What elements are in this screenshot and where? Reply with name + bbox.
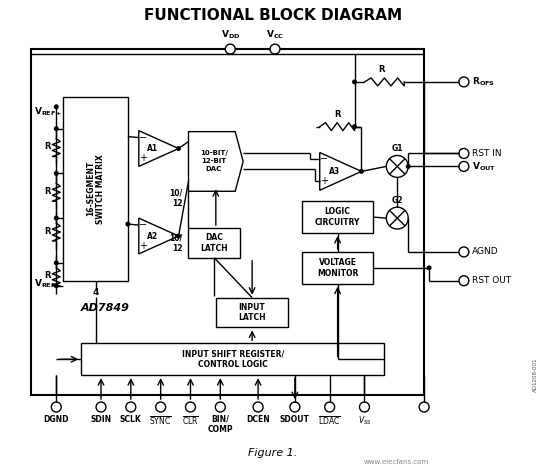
Text: VOLTAGE
MONITOR: VOLTAGE MONITOR	[317, 258, 358, 278]
Text: DCEN: DCEN	[246, 415, 270, 424]
Circle shape	[54, 283, 59, 288]
Text: AD7849: AD7849	[81, 303, 130, 313]
Text: 12-BIT: 12-BIT	[201, 159, 227, 164]
Circle shape	[96, 402, 106, 412]
Text: Figure 1.: Figure 1.	[248, 448, 298, 458]
Text: RST IN: RST IN	[472, 149, 501, 158]
Text: $\mathbf{V_{CC}}$: $\mathbf{V_{CC}}$	[266, 29, 284, 41]
Circle shape	[459, 276, 469, 286]
Text: A1: A1	[147, 144, 158, 153]
Text: $\mathbf{V_{REF-}}$: $\mathbf{V_{REF-}}$	[34, 278, 63, 290]
Text: −: −	[139, 220, 147, 230]
Circle shape	[225, 44, 235, 54]
Text: A2: A2	[147, 231, 158, 240]
Text: $\mathbf{V_{REF+}}$: $\mathbf{V_{REF+}}$	[34, 106, 63, 118]
Circle shape	[459, 149, 469, 159]
Text: 10/
12: 10/ 12	[169, 188, 182, 208]
Circle shape	[156, 402, 165, 412]
Text: INPUT SHIFT REGISTER/
CONTROL LOGIC: INPUT SHIFT REGISTER/ CONTROL LOGIC	[182, 349, 284, 369]
Text: DGND: DGND	[44, 415, 69, 424]
Circle shape	[459, 77, 469, 87]
Circle shape	[215, 402, 225, 412]
Circle shape	[51, 402, 61, 412]
Text: G1: G1	[391, 145, 403, 153]
Circle shape	[270, 44, 280, 54]
Circle shape	[54, 104, 59, 109]
Text: −: −	[319, 154, 328, 165]
Circle shape	[459, 247, 469, 257]
Bar	[32, 49, 424, 395]
Text: 10/
12: 10/ 12	[169, 233, 182, 253]
Circle shape	[419, 402, 429, 412]
Circle shape	[176, 234, 181, 238]
Text: www.elecfans.com: www.elecfans.com	[364, 459, 429, 465]
Text: INPUT
LATCH: INPUT LATCH	[238, 303, 266, 322]
Text: SDOUT: SDOUT	[280, 415, 310, 424]
Text: R: R	[44, 227, 51, 236]
Text: $\mathbf{R_{OFS}}$: $\mathbf{R_{OFS}}$	[472, 76, 495, 88]
Circle shape	[352, 124, 357, 129]
Text: 10-BIT/: 10-BIT/	[200, 150, 228, 157]
Circle shape	[54, 260, 59, 265]
Text: $\overline{\rm LDAC}$: $\overline{\rm LDAC}$	[318, 415, 341, 427]
Circle shape	[406, 164, 411, 169]
Circle shape	[54, 171, 59, 176]
Bar	[216, 298, 288, 327]
Circle shape	[387, 207, 408, 229]
Text: BIN/
COMP: BIN/ COMP	[207, 415, 233, 435]
Circle shape	[54, 216, 59, 220]
Circle shape	[54, 126, 59, 131]
Text: DAC: DAC	[206, 167, 222, 172]
Bar	[302, 201, 373, 233]
Circle shape	[253, 402, 263, 412]
Text: $V_{SS}$: $V_{SS}$	[358, 415, 371, 427]
Text: +: +	[139, 153, 147, 163]
Circle shape	[426, 265, 431, 270]
Polygon shape	[320, 152, 361, 190]
Circle shape	[290, 402, 300, 412]
Circle shape	[459, 161, 469, 171]
Text: AGND: AGND	[472, 248, 498, 257]
Text: R: R	[378, 65, 384, 74]
Text: $\mathbf{V_{OUT}}$: $\mathbf{V_{OUT}}$	[472, 160, 496, 173]
Text: $\overline{\rm SYNC}$: $\overline{\rm SYNC}$	[150, 415, 172, 427]
Circle shape	[176, 146, 181, 151]
Polygon shape	[188, 132, 243, 191]
Text: AD1208-001: AD1208-001	[533, 358, 538, 392]
Circle shape	[359, 169, 364, 174]
Text: SCLK: SCLK	[120, 415, 142, 424]
Circle shape	[186, 402, 195, 412]
Text: $\mathbf{V_{DD}}$: $\mathbf{V_{DD}}$	[221, 29, 240, 41]
Bar	[63, 97, 128, 281]
Text: G2: G2	[391, 196, 403, 205]
Circle shape	[126, 402, 136, 412]
Circle shape	[352, 79, 357, 84]
Circle shape	[359, 402, 370, 412]
Text: 16-SEGMENT
SWITCH MATRIX: 16-SEGMENT SWITCH MATRIX	[86, 154, 105, 224]
Text: A3: A3	[329, 167, 340, 176]
Bar	[188, 228, 240, 258]
Bar	[302, 252, 373, 284]
Text: R: R	[334, 109, 341, 119]
Text: +: +	[320, 176, 328, 186]
Text: −: −	[139, 133, 147, 143]
Text: R: R	[44, 142, 51, 151]
Text: R: R	[44, 187, 51, 196]
Polygon shape	[139, 130, 179, 167]
Text: 4: 4	[92, 288, 99, 297]
Text: R: R	[44, 271, 51, 280]
Text: LOGIC
CIRCUITRY: LOGIC CIRCUITRY	[315, 208, 360, 227]
Text: DAC
LATCH: DAC LATCH	[200, 233, 228, 253]
Text: SDIN: SDIN	[91, 415, 111, 424]
Polygon shape	[139, 218, 179, 254]
Text: FUNCTIONAL BLOCK DIAGRAM: FUNCTIONAL BLOCK DIAGRAM	[144, 8, 402, 23]
Text: +: +	[139, 241, 147, 251]
Bar	[81, 343, 384, 375]
Text: $\overline{\rm CLR}$: $\overline{\rm CLR}$	[182, 415, 199, 427]
Circle shape	[387, 156, 408, 178]
Circle shape	[325, 402, 335, 412]
Text: RST OUT: RST OUT	[472, 276, 511, 285]
Circle shape	[126, 222, 130, 227]
